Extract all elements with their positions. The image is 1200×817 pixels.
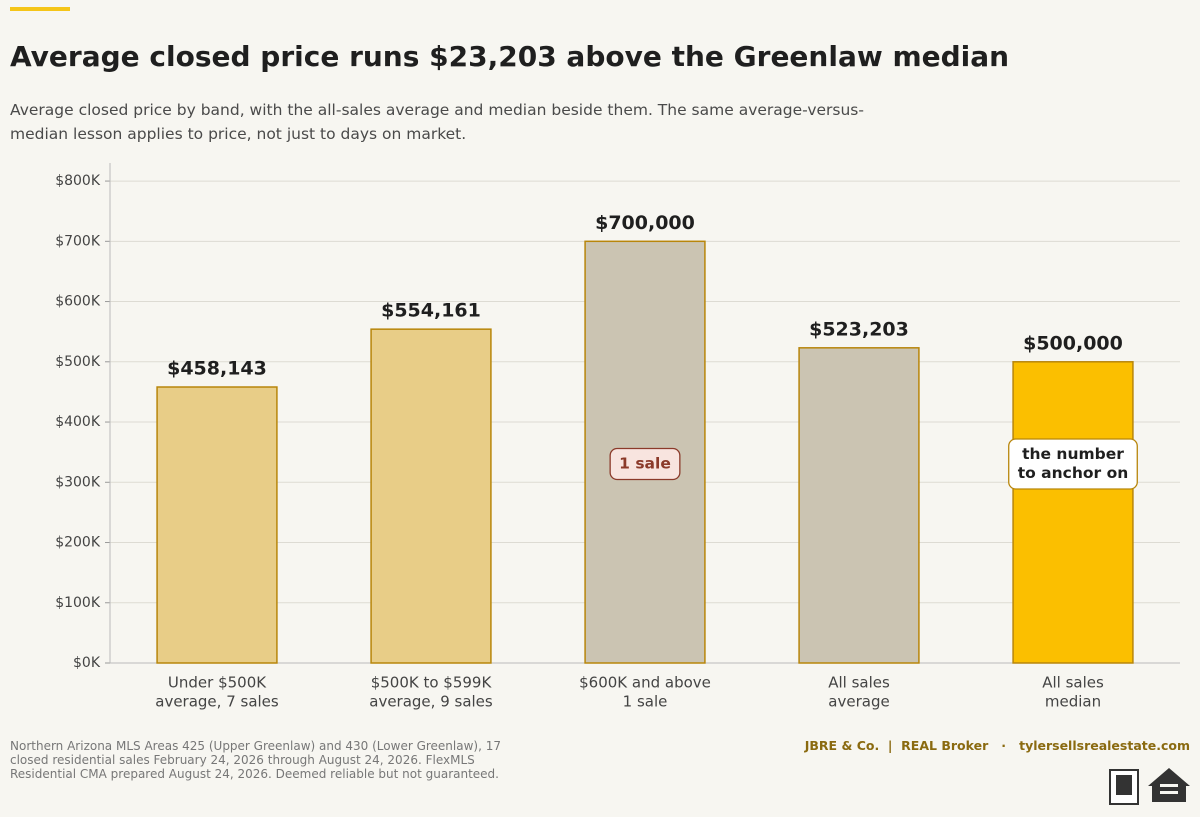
bar-note-text: 1 sale: [619, 455, 671, 473]
x-tick-label: Under $500K: [168, 674, 267, 692]
chart-subtitle: Average closed price by band, with the a…: [10, 101, 864, 143]
bar: [798, 347, 920, 664]
value-label: $700,000: [595, 212, 695, 234]
bar-note-box: [1008, 438, 1138, 490]
accent-bar: [10, 7, 70, 11]
bar: [370, 328, 492, 664]
x-tick-label: average: [828, 693, 889, 711]
x-tick-label: average, 9 sales: [369, 693, 493, 711]
bar: [156, 386, 278, 664]
x-tick-label: median: [1045, 693, 1101, 711]
y-tick-label: $500K: [55, 354, 101, 370]
y-tick-label: $200K: [55, 535, 101, 551]
y-tick-label: $400K: [55, 414, 101, 430]
value-label: $458,143: [167, 358, 267, 380]
y-tick-label: $700K: [55, 233, 101, 249]
equal-housing-logo: [1148, 768, 1190, 802]
bar-note: 1 sale: [609, 447, 681, 481]
x-tick-label: $600K and above: [579, 674, 711, 692]
x-tick-label: $500K to $599K: [371, 674, 493, 692]
chart-title: Average closed price runs $23,203 above …: [10, 40, 1010, 73]
bar-note-text: to anchor on: [1018, 464, 1129, 482]
y-tick-label: $100K: [55, 595, 101, 611]
bar-note-box: [609, 447, 681, 481]
x-tick-label: 1 sale: [623, 693, 668, 711]
y-tick-label: $800K: [55, 173, 101, 189]
realtor-logo: [1109, 769, 1139, 805]
source-note: Northern Arizona MLS Areas 425 (Upper Gr…: [10, 739, 501, 781]
x-tick-label: All sales: [828, 674, 890, 692]
value-label: $523,203: [809, 318, 909, 340]
y-tick-label: $0K: [73, 655, 101, 671]
value-label: $554,161: [381, 300, 481, 322]
bar-note-text: the number: [1022, 445, 1124, 463]
bar: [1012, 361, 1134, 664]
value-label: $500,000: [1023, 332, 1123, 354]
y-tick-label: $600K: [55, 294, 101, 310]
x-tick-label: All sales: [1042, 674, 1104, 692]
y-tick-label: $300K: [55, 474, 101, 490]
x-tick-label: average, 7 sales: [155, 693, 279, 711]
brand-line: JBRE & Co. | REAL Broker · tylersellsrea…: [804, 738, 1190, 753]
